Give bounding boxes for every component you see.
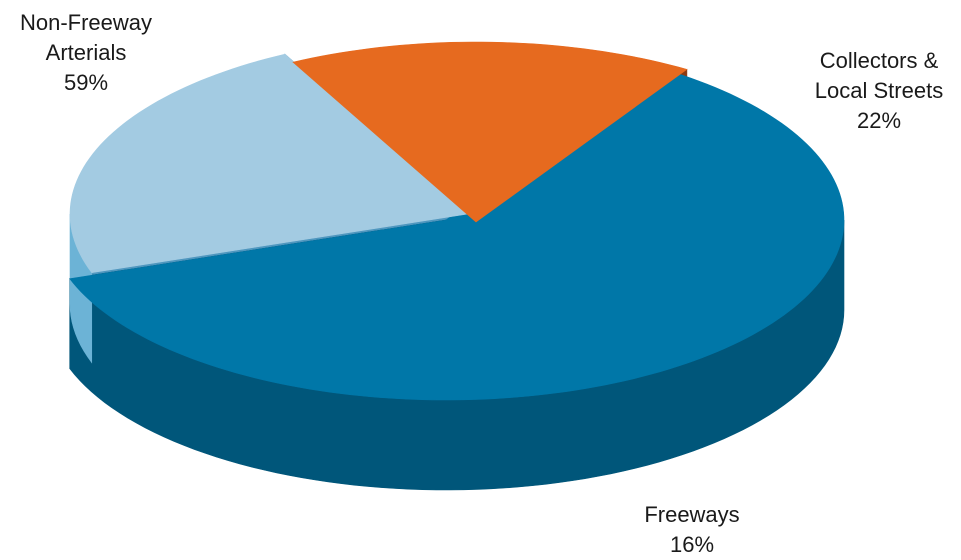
pie-slice [69, 53, 469, 274]
slice-value: 22% [856, 108, 902, 133]
slice-label-line: Freeways [644, 502, 740, 527]
slice-label-line: Local Streets [814, 78, 944, 103]
pie-slice [292, 41, 688, 223]
slice-label-collectors-local-streets: Collectors & Local Streets 22% [790, 46, 961, 136]
slice-value: 16% [669, 532, 715, 557]
slice-label-non-freeway-arterials: Non-Freeway Arterials 59% [0, 8, 172, 98]
slice-label-line: Non-Freeway [19, 10, 153, 35]
pie-slice [69, 67, 845, 401]
slice-label-line: Arterials [45, 40, 127, 65]
slice-label-line: Collectors & [819, 48, 939, 73]
slice-value: 59% [63, 70, 109, 95]
pie-tops [69, 41, 845, 401]
slice-label-freeways: Freeways 16% [612, 500, 772, 560]
